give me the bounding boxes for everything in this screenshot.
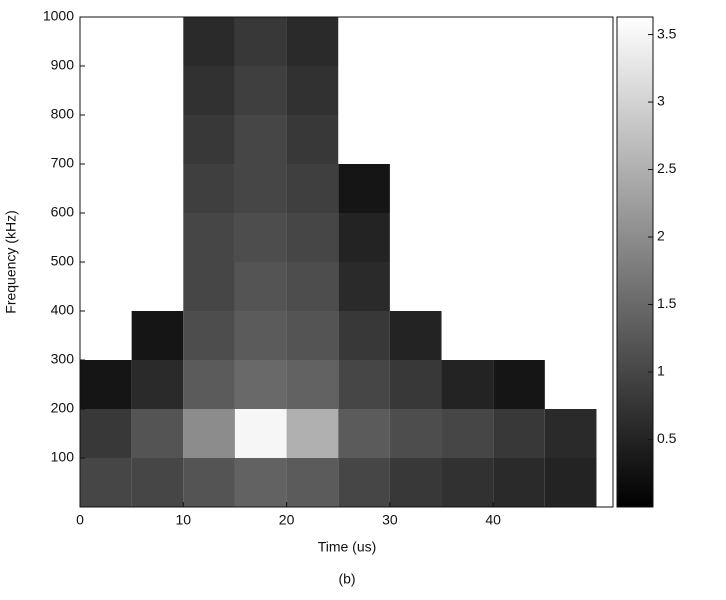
field-cell [286,17,339,66]
field-cell [338,409,390,458]
field-cell [183,17,235,66]
field-cell [234,213,287,262]
field-cell [183,213,235,262]
field-cell [338,311,390,360]
field-cell [338,360,390,409]
field-cell [80,458,132,507]
field-cell [234,409,287,458]
field-cell [183,262,235,311]
field-cell [286,66,339,115]
colorbar-tick-label: 2.5 [657,160,677,176]
field-cell [131,360,184,409]
field-cell [389,360,442,409]
colorbar-tick-label: 2 [657,228,665,244]
y-tick-label: 100 [51,449,75,465]
colorbar-tick-label: 0.5 [657,430,677,446]
field-cell [131,458,184,507]
x-tick-label: 0 [76,512,84,528]
field-cell [183,360,235,409]
field-cell [234,17,287,66]
field-cell [183,409,235,458]
field-cell [389,409,442,458]
field-cell [131,311,184,360]
field-cell [234,164,287,213]
field-cell [389,458,442,507]
field-cell [234,262,287,311]
field-cell [234,458,287,507]
colorbar-tick-label: 3 [657,93,665,109]
field-cell [544,409,597,458]
y-tick-label: 200 [51,400,75,416]
field-cell [286,115,339,164]
colorbar-tick-label: 1 [657,363,665,379]
y-tick-label: 600 [51,204,75,220]
field-cell [183,66,235,115]
field-cell [286,213,339,262]
x-axis-label: Time (us) [318,539,377,555]
field-cell [338,164,390,213]
field-cell [544,458,597,507]
colorbar-tick-label: 1.5 [657,295,677,311]
colorbar [616,16,654,508]
field-cell [131,409,184,458]
y-tick-label: 800 [51,106,75,122]
field-cell [338,262,390,311]
field-cell [286,360,339,409]
field-cell [441,458,494,507]
y-tick-label: 700 [51,155,75,171]
x-tick-label: 10 [176,512,192,528]
caption: (b) [338,571,355,587]
y-axis-label: Frequency (kHz) [3,210,19,313]
field-cell [286,164,339,213]
field-cell [493,458,545,507]
colorbar-tick-label: 3.5 [657,25,677,41]
field-cell [286,311,339,360]
field-cell [493,409,545,458]
field-cell [234,66,287,115]
field-cell [80,360,132,409]
y-tick-label: 900 [51,57,75,73]
field-cell [441,360,494,409]
field-cell [286,262,339,311]
field-cell [234,115,287,164]
field-cell [234,311,287,360]
y-tick-label: 300 [51,351,75,367]
field-cell [183,115,235,164]
field-cell [183,458,235,507]
y-tick-label: 1000 [43,8,74,24]
x-tick-label: 20 [279,512,295,528]
field-cell [389,311,442,360]
field-cell [493,360,545,409]
y-tick-label: 500 [51,253,75,269]
y-tick-label: 400 [51,302,75,318]
field-cell [338,213,390,262]
field-cell [183,164,235,213]
x-tick-label: 40 [485,512,501,528]
field-cell [80,409,132,458]
field-cell [286,458,339,507]
field-cell [441,409,494,458]
field-cell [183,311,235,360]
field-cell [286,409,339,458]
field-cell [338,458,390,507]
field-cell [234,360,287,409]
x-tick-label: 30 [382,512,398,528]
